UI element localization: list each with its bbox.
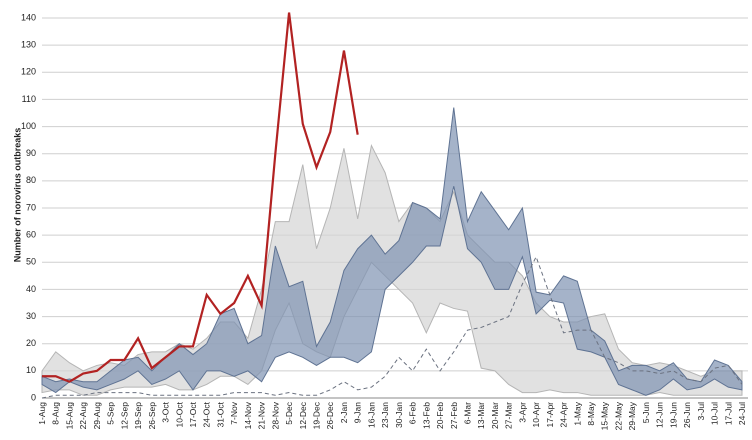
x-tick-label: 15-Aug (64, 402, 74, 430)
x-tick-label: 3-Oct (161, 401, 171, 422)
x-tick-label: 22-May (613, 401, 623, 430)
x-tick-label: 10-Jul (710, 402, 720, 425)
x-tick-label: 5-Dec (284, 401, 294, 424)
y-tick-label: 50 (26, 257, 36, 267)
x-tick-label: 21-Nov (257, 401, 267, 429)
x-tick-label: 2-Jan (339, 402, 349, 424)
x-tick-label: 20-Feb (435, 402, 445, 429)
y-tick-label: 0 (31, 392, 36, 402)
x-tick-label: 17-Apr (545, 402, 555, 428)
y-tick-label: 60 (26, 230, 36, 240)
y-tick-label: 10 (26, 365, 36, 375)
x-tick-label: 1-May (572, 401, 582, 425)
y-tick-label: 90 (26, 148, 36, 158)
x-tick-label: 3-Apr (517, 402, 527, 423)
x-tick-label: 27-Mar (504, 402, 514, 429)
x-tick-label: 15-May (600, 401, 610, 430)
x-tick-label: 14-Nov (243, 401, 253, 429)
x-tick-label: 30-Jan (394, 402, 404, 428)
x-tick-label: 19-Sep (133, 402, 143, 430)
x-tick-label: 12-Dec (298, 401, 308, 429)
x-tick-label: 1-Aug (37, 402, 47, 425)
x-tick-label: 29-May (627, 401, 637, 430)
y-tick-label: 110 (22, 94, 36, 104)
y-axis-label: Number of norovirus outbreaks (12, 128, 22, 263)
x-tick-label: 10-Apr (531, 402, 541, 428)
x-tick-label: 19-Jun (668, 402, 678, 428)
x-tick-label: 12-Jun (655, 402, 665, 428)
x-tick-label: 17-Jul (723, 402, 733, 425)
x-tick-label: 5-Jun (641, 402, 651, 424)
x-tick-label: 20-Mar (490, 402, 500, 429)
y-tick-label: 70 (26, 202, 36, 212)
x-tick-label: 6-Mar (462, 402, 472, 424)
x-tick-label: 12-Sep (119, 402, 129, 430)
x-tick-label: 9-Jan (353, 402, 363, 424)
y-tick-label: 100 (21, 121, 36, 131)
range-band (41, 107, 743, 396)
x-tick-label: 31-Oct (215, 401, 225, 427)
x-tick-label: 26-Dec (325, 401, 335, 429)
y-tick-label: 30 (26, 311, 36, 321)
x-tick-label: 28-Nov (270, 401, 280, 429)
y-tick-label: 20 (26, 338, 36, 348)
x-tick-label: 27-Feb (449, 402, 459, 429)
x-tick-label: 16-Jan (366, 402, 376, 428)
y-tick-label: 130 (21, 40, 36, 50)
x-tick-label: 5-Sep (106, 402, 116, 425)
x-tick-label: 22-Aug (78, 402, 88, 430)
x-tick-label: 24-Oct (202, 401, 212, 427)
x-tick-label: 7-Nov (229, 401, 239, 424)
x-tick-label: 17-Oct (188, 401, 198, 427)
line (41, 255, 743, 399)
y-tick-label: 140 (21, 12, 36, 22)
x-tick-label: 19-Dec (312, 401, 322, 429)
x-tick-label: 24-Jul (737, 402, 747, 425)
x-tick-label: 29-Aug (92, 402, 102, 430)
x-tick-label: 10-Oct (174, 401, 184, 427)
x-tick-label: 13-Feb (421, 402, 431, 429)
x-tick-label: 24-Apr (559, 402, 569, 428)
x-tick-label: 6-Feb (408, 402, 418, 424)
x-tick-label: 23-Jan (380, 402, 390, 428)
x-tick-label: 8-May (586, 401, 596, 425)
y-tick-label: 40 (26, 284, 36, 294)
line (42, 12, 359, 383)
x-tick-label: 3-Jul (696, 402, 706, 421)
x-tick-label: 26-Sep (147, 402, 157, 430)
x-tick-label: 26-Jun (682, 402, 692, 428)
y-tick-label: 80 (26, 175, 36, 185)
x-tick-label: 8-Aug (51, 402, 61, 425)
y-tick-label: 120 (21, 67, 36, 77)
x-tick-label: 13-Mar (476, 402, 486, 429)
